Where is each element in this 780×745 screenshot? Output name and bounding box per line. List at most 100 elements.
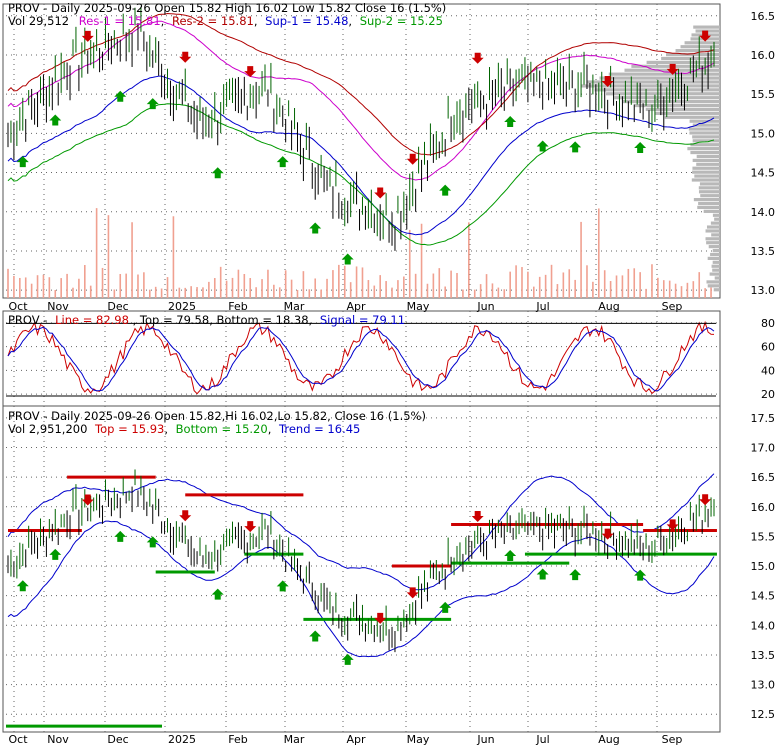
buy-arrow [439,184,452,196]
buy-arrow [504,549,517,561]
volume-bar [273,284,275,298]
x-tick-label: Nov [47,300,69,313]
volume-bar [621,275,624,298]
volume-bar [30,283,33,298]
volume-bar [48,277,51,298]
volume-profile-bar [586,80,720,84]
volume-bar [609,281,612,298]
volume-bar [414,273,417,298]
volume-profile-bar [606,92,720,96]
y-tick-label-1: 15.5 [751,88,776,101]
x-tick-label: Aug [598,733,619,745]
volume-profile-bar [712,260,720,264]
volume-profile-bar [714,217,720,221]
volume-profile-bar [712,268,720,272]
volume-profile-bar [710,252,720,257]
volume-bar [42,274,45,298]
volume-bar [373,285,376,298]
legend-sup2: Sup-2 = 15.25 [360,14,443,28]
buy-arrow [341,253,354,265]
volume-profile-bar [646,60,720,64]
volume-bar [568,269,571,298]
volume-bar [544,274,547,298]
volume-bar [603,270,606,298]
y-tick-label-2: 20 [761,388,775,401]
x-tick-label: Apr [346,733,366,745]
volume-profile-bar [608,72,720,76]
volume-bar [438,268,441,298]
volume-bar [485,274,488,298]
volume-bar [101,267,104,298]
volume-profile-bar [666,52,720,57]
volume-bar [196,287,198,298]
volume-bar [355,266,358,298]
volume-bar [586,265,588,298]
buy-arrow [146,98,159,110]
buy-arrow [16,580,29,592]
volume-profile-bar [700,194,720,198]
oscillator-signal [7,326,715,392]
volume-bar [580,221,582,298]
volume-bar [308,289,311,298]
volume-bar [538,276,541,298]
volume-bar [426,283,429,298]
volume-bar [320,289,322,298]
y-tick-label-3: 16.0 [751,501,776,514]
volume-profile-bar [687,147,720,151]
volume-bar [314,278,317,298]
volume-bar [710,287,712,298]
volume-profile-bar [692,158,720,162]
volume-profile-bar [664,115,720,119]
volume-bar [36,275,39,298]
y-tick-label-1: 16.5 [751,10,776,23]
volume-bar [72,287,74,298]
volume-bar [284,270,287,298]
x-tick-label: Mar [284,300,305,313]
x-tick-label: Jul [535,733,549,745]
volume-bar [686,282,689,298]
buy-arrow [536,568,549,580]
volume-bar [692,281,695,298]
legend-top: Top = 15.93 [94,422,164,436]
volume-bar [462,289,464,298]
legend-volume-3: Vol 2,951,200 [8,422,87,436]
buy-arrow [114,530,127,542]
volume-bar [473,289,476,298]
buy-arrow [276,156,289,168]
y-tick-label-3: 17.0 [751,441,776,454]
oscillator-title: PROV - [8,313,47,327]
x-tick-label: Jun [476,300,494,313]
y-tick-label-3: 12.5 [751,708,776,721]
volume-bar [527,271,529,298]
oscillator-panel-legend: PROV - Line = 82.98 , Top = 79.58, Botto… [8,313,405,327]
volume-bar [574,279,576,298]
volume-bar [54,289,57,298]
price-bars [7,6,715,653]
volume-bar [408,229,411,298]
volume-bar [657,277,659,298]
y-tick-label-1: 15.0 [751,127,776,140]
volume-bar [397,280,399,298]
sell-arrow [406,153,419,165]
x-tick-label: May [407,733,430,745]
x-tick-label: Feb [228,733,247,745]
volume-profile-bar [698,190,720,194]
sell-arrow [471,52,484,64]
volume-bar [326,278,328,298]
buy-arrow [49,114,62,126]
volume-profile-bar [594,88,720,92]
y-tick-label-3: 15.5 [751,530,776,543]
volume-bar [243,274,246,298]
sell-arrow [666,63,679,75]
legend-bottom: Bottom = 15.20 [176,422,268,436]
buy-arrow [504,116,517,128]
volume-bar [456,272,458,298]
bands-panel-title: PROV - Daily 2025-09-26 Open 15.82,Hi 16… [8,409,426,423]
price-panel-legend: Vol 29,512 Res-1 = 15.81, Res-2 = 15.81,… [8,14,443,28]
volume-profile-bar [684,41,720,45]
y-tick-label-3: 16.5 [751,471,776,484]
y-tick-label-1: 13.5 [751,245,776,258]
volume-profile-bar [692,135,720,139]
axis-labels: 16.5 16.0 15.5 15.0 14.5 14.0 13.5 13.0 80 60 40 20… [8,10,775,745]
